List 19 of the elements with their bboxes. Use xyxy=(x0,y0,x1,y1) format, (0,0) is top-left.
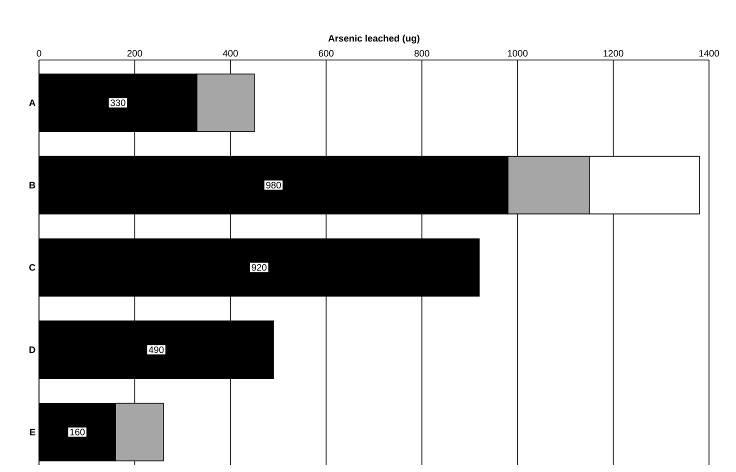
x-tick-label: 1400 xyxy=(699,50,720,57)
data-label: 160 xyxy=(70,428,85,436)
x-tick-label: 1000 xyxy=(508,50,528,57)
data-label: 980 xyxy=(266,182,281,188)
data-label: 490 xyxy=(148,346,164,354)
y-tick-label: B xyxy=(30,182,36,188)
x-tick-label: 600 xyxy=(318,50,334,57)
data-label: 330 xyxy=(110,100,126,106)
y-tick-label: D xyxy=(30,346,36,353)
x-tick-label: 0 xyxy=(36,50,42,57)
x-tick-label: 800 xyxy=(414,50,430,57)
y-tick-label: E xyxy=(30,428,36,436)
x-tick-label: 400 xyxy=(222,50,238,57)
x-tick-label: 200 xyxy=(127,50,142,57)
x-tick-label: 1200 xyxy=(604,50,624,57)
data-label: 920 xyxy=(252,264,267,271)
x-axis-title: Arsenic leached (ug) xyxy=(328,34,420,44)
y-tick-label: A xyxy=(29,100,36,106)
y-tick-label: C xyxy=(29,264,36,271)
